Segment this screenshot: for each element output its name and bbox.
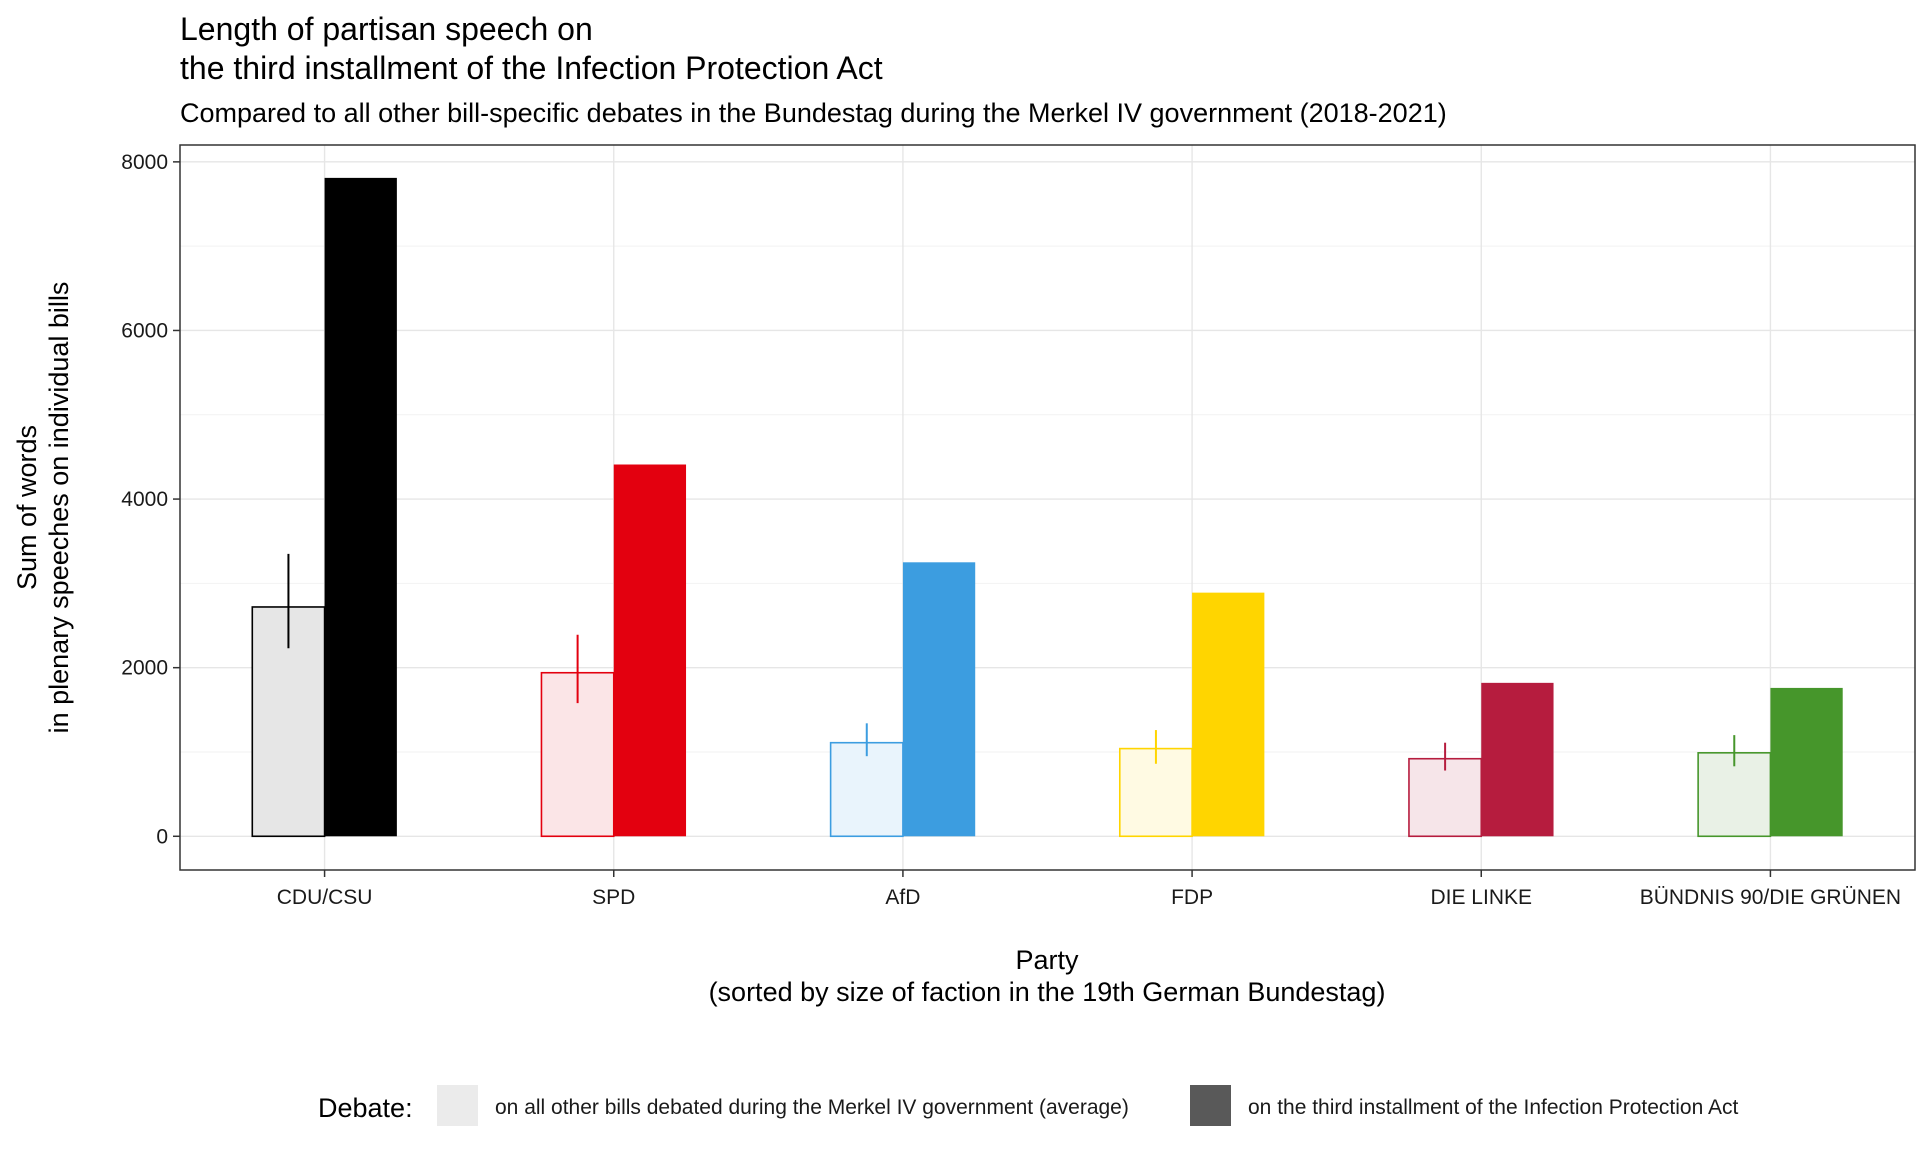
error-bars [287,553,1736,771]
x-tick-label: CDU/CSU [277,886,373,909]
x-axis-title: Party (sorted by size of faction in the … [709,945,1386,1007]
legend-label-infection-protection-act: on the third installment of the Infectio… [1248,1096,1738,1119]
x-tick-label: AfD [885,886,920,909]
legend-swatch-infection-protection-act [1190,1085,1231,1126]
bar-infection-protection-act [324,177,397,837]
chart-title-line-2: the third installment of the Infection P… [180,50,883,86]
bar-infection-protection-act [1770,687,1843,837]
legend-label-average: on all other bills debated during the Me… [495,1096,1129,1119]
chart-title: Length of partisan speech on the third i… [180,11,883,86]
chart-title-line-1: Length of partisan speech on [180,11,593,47]
x-axis: CDU/CSU SPD AfD FDP DIE LINKE BÜNDNIS 90/DIE … [277,870,1901,909]
y-tick-label: 0 [156,825,168,848]
grid [180,145,1915,870]
bar-infection-protection-act [1192,592,1265,837]
bar-average [829,741,904,838]
y-tick-label: 4000 [121,488,168,511]
bar-average [1408,757,1483,838]
x-axis-title-line-1: Party [1015,945,1079,975]
y-tick-label: 2000 [121,657,168,680]
bar-average [1697,752,1772,838]
legend-title: Debate: [318,1093,413,1123]
x-axis-title-line-2: (sorted by size of faction in the 19th G… [709,977,1386,1007]
x-tick-label: BÜNDNIS 90/DIE GRÜNEN [1640,886,1901,909]
bar-infection-protection-act [1481,682,1554,837]
legend-swatch-average [437,1085,478,1126]
y-axis-title-line-1: Sum of words [12,425,42,590]
x-tick-label: SPD [592,886,635,909]
plot-panel-border [179,144,1916,871]
x-tick-label: FDP [1171,886,1213,909]
y-tick-label: 6000 [121,319,168,342]
y-axis-title: Sum of words in plenary speeches on indi… [12,282,74,734]
y-tick-label: 8000 [121,151,168,174]
legend: Debate: on all other bills debated durin… [318,1085,1738,1126]
y-axis: 0 2000 4000 6000 8000 [121,151,180,848]
bar-infection-protection-act [613,464,687,837]
y-axis-title-line-2: in plenary speeches on individual bills [44,282,74,734]
chart-subtitle: Compared to all other bill-specific deba… [180,98,1447,128]
bar-infection-protection-act [902,562,976,837]
x-tick-label: DIE LINKE [1430,886,1532,909]
bars [251,177,1843,838]
